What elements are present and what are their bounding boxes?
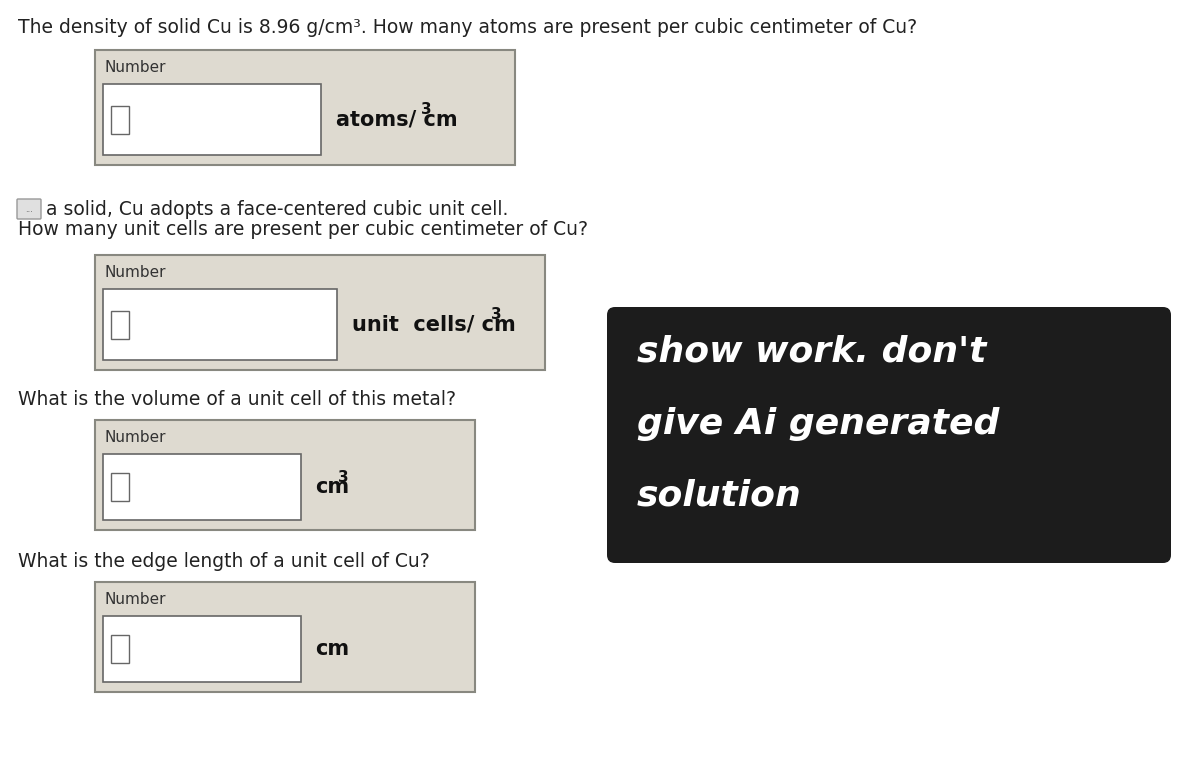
FancyBboxPatch shape bbox=[17, 199, 41, 219]
Text: 3: 3 bbox=[421, 102, 432, 117]
FancyBboxPatch shape bbox=[103, 454, 301, 520]
Text: cm: cm bbox=[316, 639, 349, 659]
Text: cm: cm bbox=[316, 477, 349, 497]
FancyBboxPatch shape bbox=[112, 311, 130, 338]
FancyBboxPatch shape bbox=[95, 420, 475, 530]
FancyBboxPatch shape bbox=[103, 616, 301, 682]
Text: Number: Number bbox=[106, 265, 167, 280]
FancyBboxPatch shape bbox=[95, 50, 515, 165]
Text: give Ai generated: give Ai generated bbox=[637, 407, 1000, 441]
FancyBboxPatch shape bbox=[112, 473, 130, 501]
Text: 3: 3 bbox=[491, 307, 502, 322]
Text: How many unit cells are present per cubic centimeter of Cu?: How many unit cells are present per cubi… bbox=[18, 220, 588, 239]
FancyBboxPatch shape bbox=[95, 255, 545, 370]
Text: a solid, Cu adopts a face-centered cubic unit cell.: a solid, Cu adopts a face-centered cubic… bbox=[46, 200, 509, 219]
Text: 3: 3 bbox=[337, 470, 348, 484]
FancyBboxPatch shape bbox=[112, 635, 130, 663]
Text: unit  cells/ cm: unit cells/ cm bbox=[352, 315, 516, 335]
FancyBboxPatch shape bbox=[103, 289, 337, 360]
Text: Number: Number bbox=[106, 592, 167, 607]
FancyBboxPatch shape bbox=[607, 307, 1171, 563]
Text: What is the volume of a unit cell of this metal?: What is the volume of a unit cell of thi… bbox=[18, 390, 456, 409]
FancyBboxPatch shape bbox=[103, 84, 322, 155]
Text: What is the edge length of a unit cell of Cu?: What is the edge length of a unit cell o… bbox=[18, 552, 430, 571]
Text: atoms/ cm: atoms/ cm bbox=[336, 109, 458, 130]
Text: The density of solid Cu is 8.96 g/cm³. How many atoms are present per cubic cent: The density of solid Cu is 8.96 g/cm³. H… bbox=[18, 18, 917, 37]
Text: ...: ... bbox=[25, 204, 32, 214]
Text: Number: Number bbox=[106, 60, 167, 75]
Text: solution: solution bbox=[637, 479, 802, 513]
Text: show work. don't: show work. don't bbox=[637, 335, 986, 369]
FancyBboxPatch shape bbox=[112, 106, 130, 133]
FancyBboxPatch shape bbox=[95, 582, 475, 692]
Text: Number: Number bbox=[106, 430, 167, 445]
